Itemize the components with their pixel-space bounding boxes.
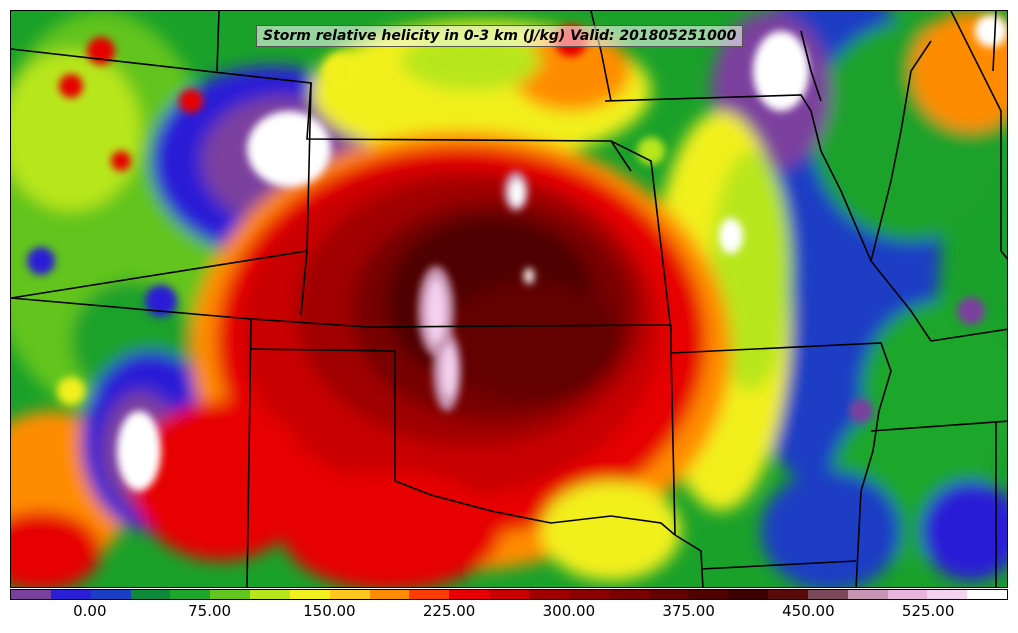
colorbar-segment [967,590,1008,599]
helicity-field-detail [27,15,1007,491]
colorbar-segment [170,590,211,599]
colorbar-tick-label: 225.00 [422,602,476,620]
colorbar-segment [728,590,769,599]
colorbar-segment [887,590,928,599]
colorbar-segment [11,590,51,599]
colorbar-tick-label: 450.00 [782,602,835,620]
colorbar-segment [50,590,91,599]
colorbar-segment [927,590,968,599]
colorbar-segment [90,590,131,599]
colorbar-segment [409,590,450,599]
colorbar-segment [489,590,529,599]
colorbar-tick-label: 375.00 [662,602,715,620]
state-boundaries [11,11,1007,587]
colorbar-tick-label: 525.00 [901,602,955,620]
colorbar-segment [528,590,569,599]
colorbar-segment [648,590,689,599]
colorbar-segment [369,590,410,599]
colorbar-segment [688,590,729,599]
colorbar-segment [130,590,171,599]
colorbar-segment [250,590,290,599]
colorbar-segment [329,590,370,599]
colorbar-segment [449,590,490,599]
colorbar-segment [847,590,888,599]
colorbar-segment [210,590,251,599]
map-title: Storm relative helicity in 0-3 km (J/kg)… [256,25,744,47]
colorbar-segment [568,590,609,599]
colorbar-segment [807,590,848,599]
helicity-map: Storm relative helicity in 0-3 km (J/kg)… [10,10,1008,588]
map-svg [11,11,1007,587]
colorbar-tick-label: 0.00 [73,602,107,620]
helicity-field-smooth [11,11,1007,587]
colorbar-segment [608,590,649,599]
colorbar-ticks: 0.00 75.00 150.00 225.00 300.00 375.00 450.00 5… [10,600,1008,633]
colorbar-tick-label: 300.00 [542,602,596,620]
colorbar [10,589,1008,600]
colorbar-segment [289,590,330,599]
colorbar-tick-label: 150.00 [303,602,356,620]
colorbar-tick-label: 75.00 [188,602,232,620]
colorbar-segment [768,590,808,599]
